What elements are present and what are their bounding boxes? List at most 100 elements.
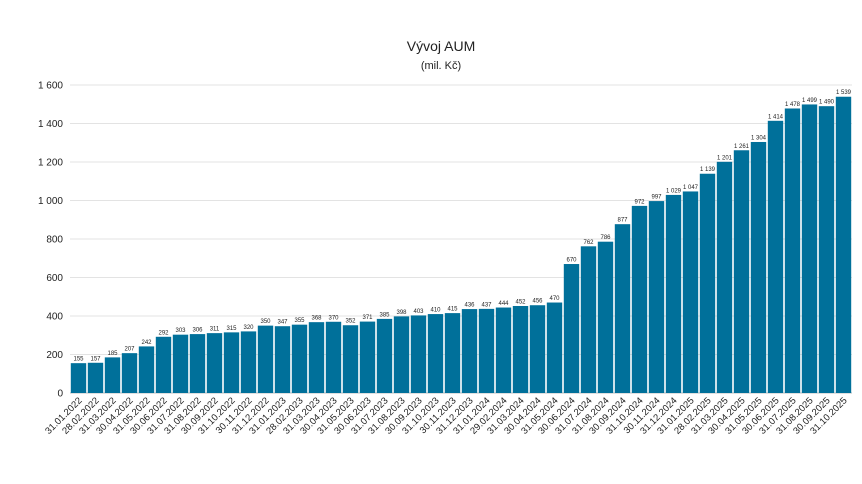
data-label: 1 490 — [819, 100, 835, 106]
data-label: 403 — [413, 309, 424, 315]
data-label: 320 — [243, 325, 254, 331]
data-label: 436 — [464, 303, 475, 309]
data-label: 437 — [481, 302, 492, 308]
data-label: 972 — [634, 199, 645, 205]
data-label: 877 — [617, 218, 628, 224]
data-label: 368 — [311, 316, 322, 322]
bar — [580, 246, 597, 393]
data-label: 355 — [294, 318, 305, 324]
bar — [716, 161, 733, 393]
data-label: 157 — [90, 356, 101, 362]
bar — [87, 362, 104, 393]
bar — [376, 318, 393, 393]
y-tick-label: 1 200 — [38, 158, 63, 169]
bar — [529, 305, 546, 393]
data-label: 1 261 — [734, 144, 750, 150]
bar — [359, 321, 376, 393]
data-label: 370 — [328, 315, 339, 321]
bar — [614, 224, 631, 393]
bar — [478, 308, 495, 393]
data-label: 470 — [549, 296, 560, 302]
bar — [427, 314, 444, 393]
bar — [461, 309, 478, 393]
bar — [835, 96, 852, 394]
bar — [155, 336, 172, 393]
data-label: 415 — [447, 307, 458, 313]
bar — [206, 333, 223, 393]
data-label: 444 — [498, 301, 509, 307]
data-label: 347 — [277, 320, 288, 326]
y-tick-label: 1 400 — [38, 119, 63, 130]
data-label: 1 499 — [802, 98, 818, 104]
data-label: 385 — [379, 312, 390, 318]
bar — [546, 302, 563, 393]
bar — [274, 326, 291, 393]
bar — [291, 324, 308, 393]
bar — [648, 201, 665, 393]
data-label: 1 201 — [717, 155, 733, 161]
bar — [682, 191, 699, 393]
bar — [665, 194, 682, 393]
bar — [223, 332, 240, 393]
bar — [138, 346, 155, 393]
bar — [257, 325, 274, 393]
bar — [121, 353, 138, 393]
bar — [70, 363, 87, 393]
data-label: 762 — [583, 240, 594, 246]
bar — [325, 321, 342, 393]
bar — [818, 106, 835, 394]
data-label: 155 — [73, 357, 84, 363]
bar — [597, 241, 614, 393]
data-label: 410 — [430, 308, 441, 314]
bar — [240, 331, 257, 393]
data-label: 670 — [566, 258, 577, 264]
y-tick-label: 1 600 — [38, 81, 63, 92]
bar — [172, 334, 189, 393]
bar — [563, 264, 580, 393]
data-label: 242 — [141, 340, 152, 346]
data-label: 185 — [107, 351, 118, 357]
data-label: 207 — [124, 347, 135, 353]
y-tick-label: 0 — [57, 389, 63, 400]
y-tick-label: 400 — [46, 312, 63, 323]
bar — [767, 120, 784, 394]
data-label: 786 — [600, 235, 611, 241]
data-label: 1 139 — [700, 167, 716, 173]
bar — [784, 108, 801, 394]
data-label: 306 — [192, 328, 203, 334]
data-label: 371 — [362, 315, 373, 321]
data-label: 315 — [226, 326, 237, 332]
bar — [699, 173, 716, 393]
data-label: 303 — [175, 328, 186, 334]
bar — [308, 322, 325, 393]
data-label: 452 — [515, 299, 526, 305]
bar — [750, 141, 767, 393]
data-label: 352 — [345, 319, 356, 325]
data-label: 292 — [158, 330, 169, 336]
bar — [104, 357, 121, 393]
bar — [495, 307, 512, 393]
bar — [393, 316, 410, 393]
y-tick-label: 600 — [46, 273, 63, 284]
data-label: 1 478 — [785, 102, 801, 108]
data-label: 1 304 — [751, 135, 767, 141]
data-label: 1 029 — [666, 188, 682, 194]
bar — [631, 205, 648, 393]
chart-subtitle: (mil. Kč) — [421, 60, 461, 72]
y-tick-label: 800 — [46, 235, 63, 246]
data-label: 398 — [396, 310, 407, 316]
chart-title: Vývoj AUM — [407, 38, 475, 54]
bar — [801, 104, 818, 393]
bar — [512, 305, 529, 393]
data-label: 1 414 — [768, 114, 784, 120]
data-label: 350 — [260, 319, 271, 325]
data-label: 1 047 — [683, 185, 699, 191]
data-label: 456 — [532, 299, 543, 305]
bar — [342, 325, 359, 393]
bar — [444, 313, 461, 393]
bar — [189, 334, 206, 393]
bar — [733, 150, 750, 393]
y-tick-label: 200 — [46, 350, 63, 361]
bar — [410, 315, 427, 393]
